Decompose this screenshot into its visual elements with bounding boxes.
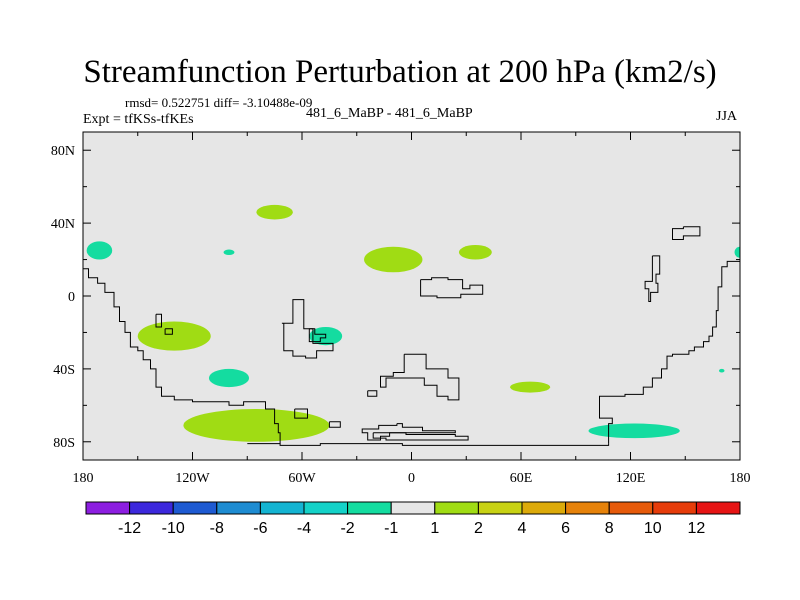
colorbar-swatch <box>347 501 392 515</box>
coastline-island-h <box>367 390 378 397</box>
x-tick-label: 120W <box>175 471 210 486</box>
colorbar-swatch <box>216 501 261 515</box>
colorbar-label: -6 <box>253 520 267 537</box>
rmsd-diff-text: rmsd= 0.522751 diff= -3.10488e-09 <box>125 95 313 110</box>
colorbar-swatch <box>390 501 436 515</box>
colorbar-swatch <box>129 501 174 515</box>
x-tick-label: 60W <box>288 471 316 486</box>
x-tick-label: 60E <box>510 471 533 486</box>
coastline-island-j <box>672 226 701 240</box>
plot-background <box>83 132 740 460</box>
colorbar-swatch <box>565 501 610 515</box>
case-label: 481_6_MaBP - 481_6_MaBP <box>306 106 473 121</box>
colorbar-swatch <box>85 501 131 515</box>
coastline-island-f <box>328 421 341 428</box>
y-tick-label: 40S <box>53 363 75 378</box>
x-tick-label: 180 <box>73 471 94 486</box>
coastline-island-i <box>420 277 484 299</box>
anomaly-contour-negative <box>223 249 235 255</box>
coastline-antarctica-edge <box>279 443 610 446</box>
anomaly-contour-negative <box>208 368 250 388</box>
anomaly-contour-negative <box>86 241 113 260</box>
colorbar-label: 4 <box>518 520 527 537</box>
y-tick-label: 0 <box>68 290 75 305</box>
colorbar-label: -8 <box>210 520 224 537</box>
y-tick-label: 80N <box>51 144 75 159</box>
coastline-island-k <box>644 255 661 302</box>
coastline-island-g <box>380 353 460 401</box>
coastline-ice-shelf <box>361 423 456 441</box>
anomaly-contour-positive <box>364 246 423 273</box>
colorbar-label: -10 <box>162 520 185 537</box>
colorbar-label: 1 <box>430 520 439 537</box>
colorbar-swatch <box>477 501 523 515</box>
colorbar-swatch <box>259 501 305 515</box>
colorbar-label: 10 <box>644 520 662 537</box>
coastline-island-d <box>164 328 173 335</box>
anomaly-contour-negative <box>734 246 740 258</box>
colorbar-swatch <box>172 501 218 515</box>
chart-title: Streamfunction Perturbation at 200 hPa (… <box>83 54 717 90</box>
coastline-island-e <box>294 408 308 419</box>
x-tick-label: 0 <box>408 471 415 486</box>
anomaly-contour-positive <box>137 321 211 351</box>
colorbar-label: -1 <box>384 520 398 537</box>
y-tick-label: 40N <box>51 217 75 232</box>
colorbar-label: 6 <box>561 520 570 537</box>
colorbar-label: 12 <box>688 520 706 537</box>
coastline-island-c <box>155 313 162 328</box>
y-tick-label: 80S <box>53 436 75 451</box>
colorbar-label: 8 <box>605 520 614 537</box>
colorbar-swatch <box>652 501 697 515</box>
coastline-island-a <box>281 299 334 359</box>
anomaly-contour-positive <box>510 381 551 393</box>
x-tick-label: 120E <box>616 471 646 486</box>
colorbar-label: 2 <box>474 520 483 537</box>
colorbar-swatch <box>695 501 741 515</box>
coastline-west-coast <box>83 268 281 445</box>
colorbar-swatch <box>608 501 654 515</box>
colorbar-swatch <box>434 501 479 515</box>
colorbar-label: -4 <box>297 520 311 537</box>
coastline-east-coast <box>599 260 740 444</box>
colorbar-swatch <box>521 501 567 515</box>
colorbar-label: -12 <box>118 520 141 537</box>
x-tick-label: 180 <box>730 471 751 486</box>
anomaly-contour-negative <box>719 368 725 373</box>
coastline-island-b <box>308 328 327 343</box>
colorbar-label: -2 <box>340 520 354 537</box>
anomaly-contour-positive <box>183 408 330 442</box>
anomaly-contour-positive <box>458 244 492 260</box>
experiment-label: Expt = tfKSs-tfKEs <box>83 112 194 127</box>
anomaly-contour-negative <box>588 423 680 439</box>
season-label: JJA <box>716 109 738 124</box>
colorbar-swatch <box>303 501 349 515</box>
coastline-ice-shelf-b <box>372 432 469 441</box>
anomaly-contour-positive <box>256 204 293 220</box>
